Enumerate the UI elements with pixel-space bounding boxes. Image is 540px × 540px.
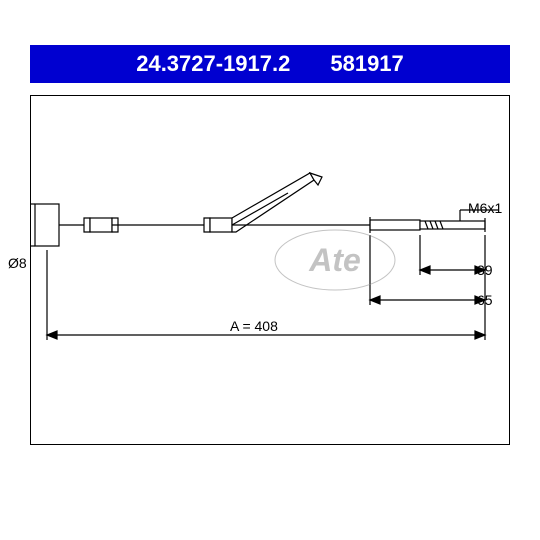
- ate-logo: Ate: [275, 230, 395, 290]
- diagram-container: Ate: [30, 95, 510, 445]
- header-bar: 24.3727-1917.2 581917: [30, 45, 510, 83]
- diameter-label: Ø8: [8, 255, 27, 271]
- sku-number: 581917: [330, 51, 403, 77]
- dim-39-label: 39: [477, 262, 493, 278]
- thread-label: M6x1: [468, 200, 502, 216]
- dim-65-label: 65: [477, 292, 493, 308]
- svg-text:Ate: Ate: [308, 242, 361, 278]
- technical-drawing: Ate: [30, 95, 510, 445]
- part-number: 24.3727-1917.2: [136, 51, 290, 77]
- total-length-label: A = 408: [230, 318, 278, 334]
